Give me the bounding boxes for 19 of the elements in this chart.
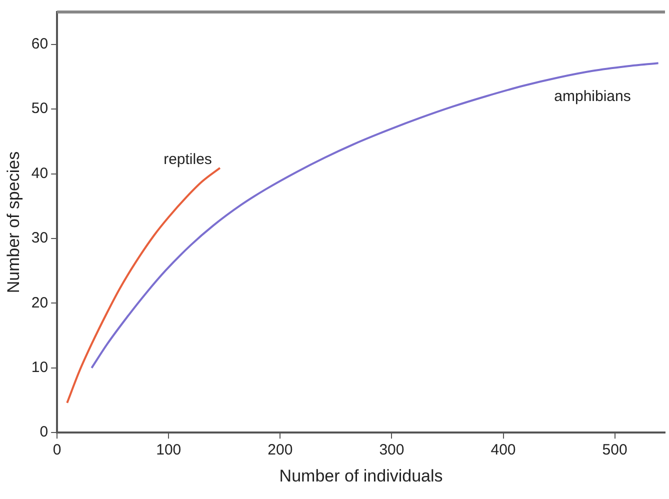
x-axis-title: Number of individuals [279,466,443,486]
line-series [66,166,221,404]
series-label: reptiles [164,151,212,168]
y-tick-label: 10 [31,359,48,376]
y-tick-label: 40 [31,164,48,182]
y-tick-label: 0 [40,424,48,441]
y-axis-title: Number of species [4,151,23,294]
y-tick-label: 60 [31,35,48,52]
x-tick-label: 200 [268,442,293,459]
x-tick-label: 300 [379,442,404,459]
series-label: amphibians [554,88,631,106]
y-tick-label: 50 [31,100,48,118]
y-tick-label: 30 [31,230,48,247]
y-tick-label: 20 [31,294,48,312]
x-tick-label: 400 [490,442,516,459]
x-tick-label: 100 [156,442,182,459]
x-tick-label: 0 [52,442,62,459]
line-series [90,62,660,369]
x-tick-label: 500 [602,442,628,459]
